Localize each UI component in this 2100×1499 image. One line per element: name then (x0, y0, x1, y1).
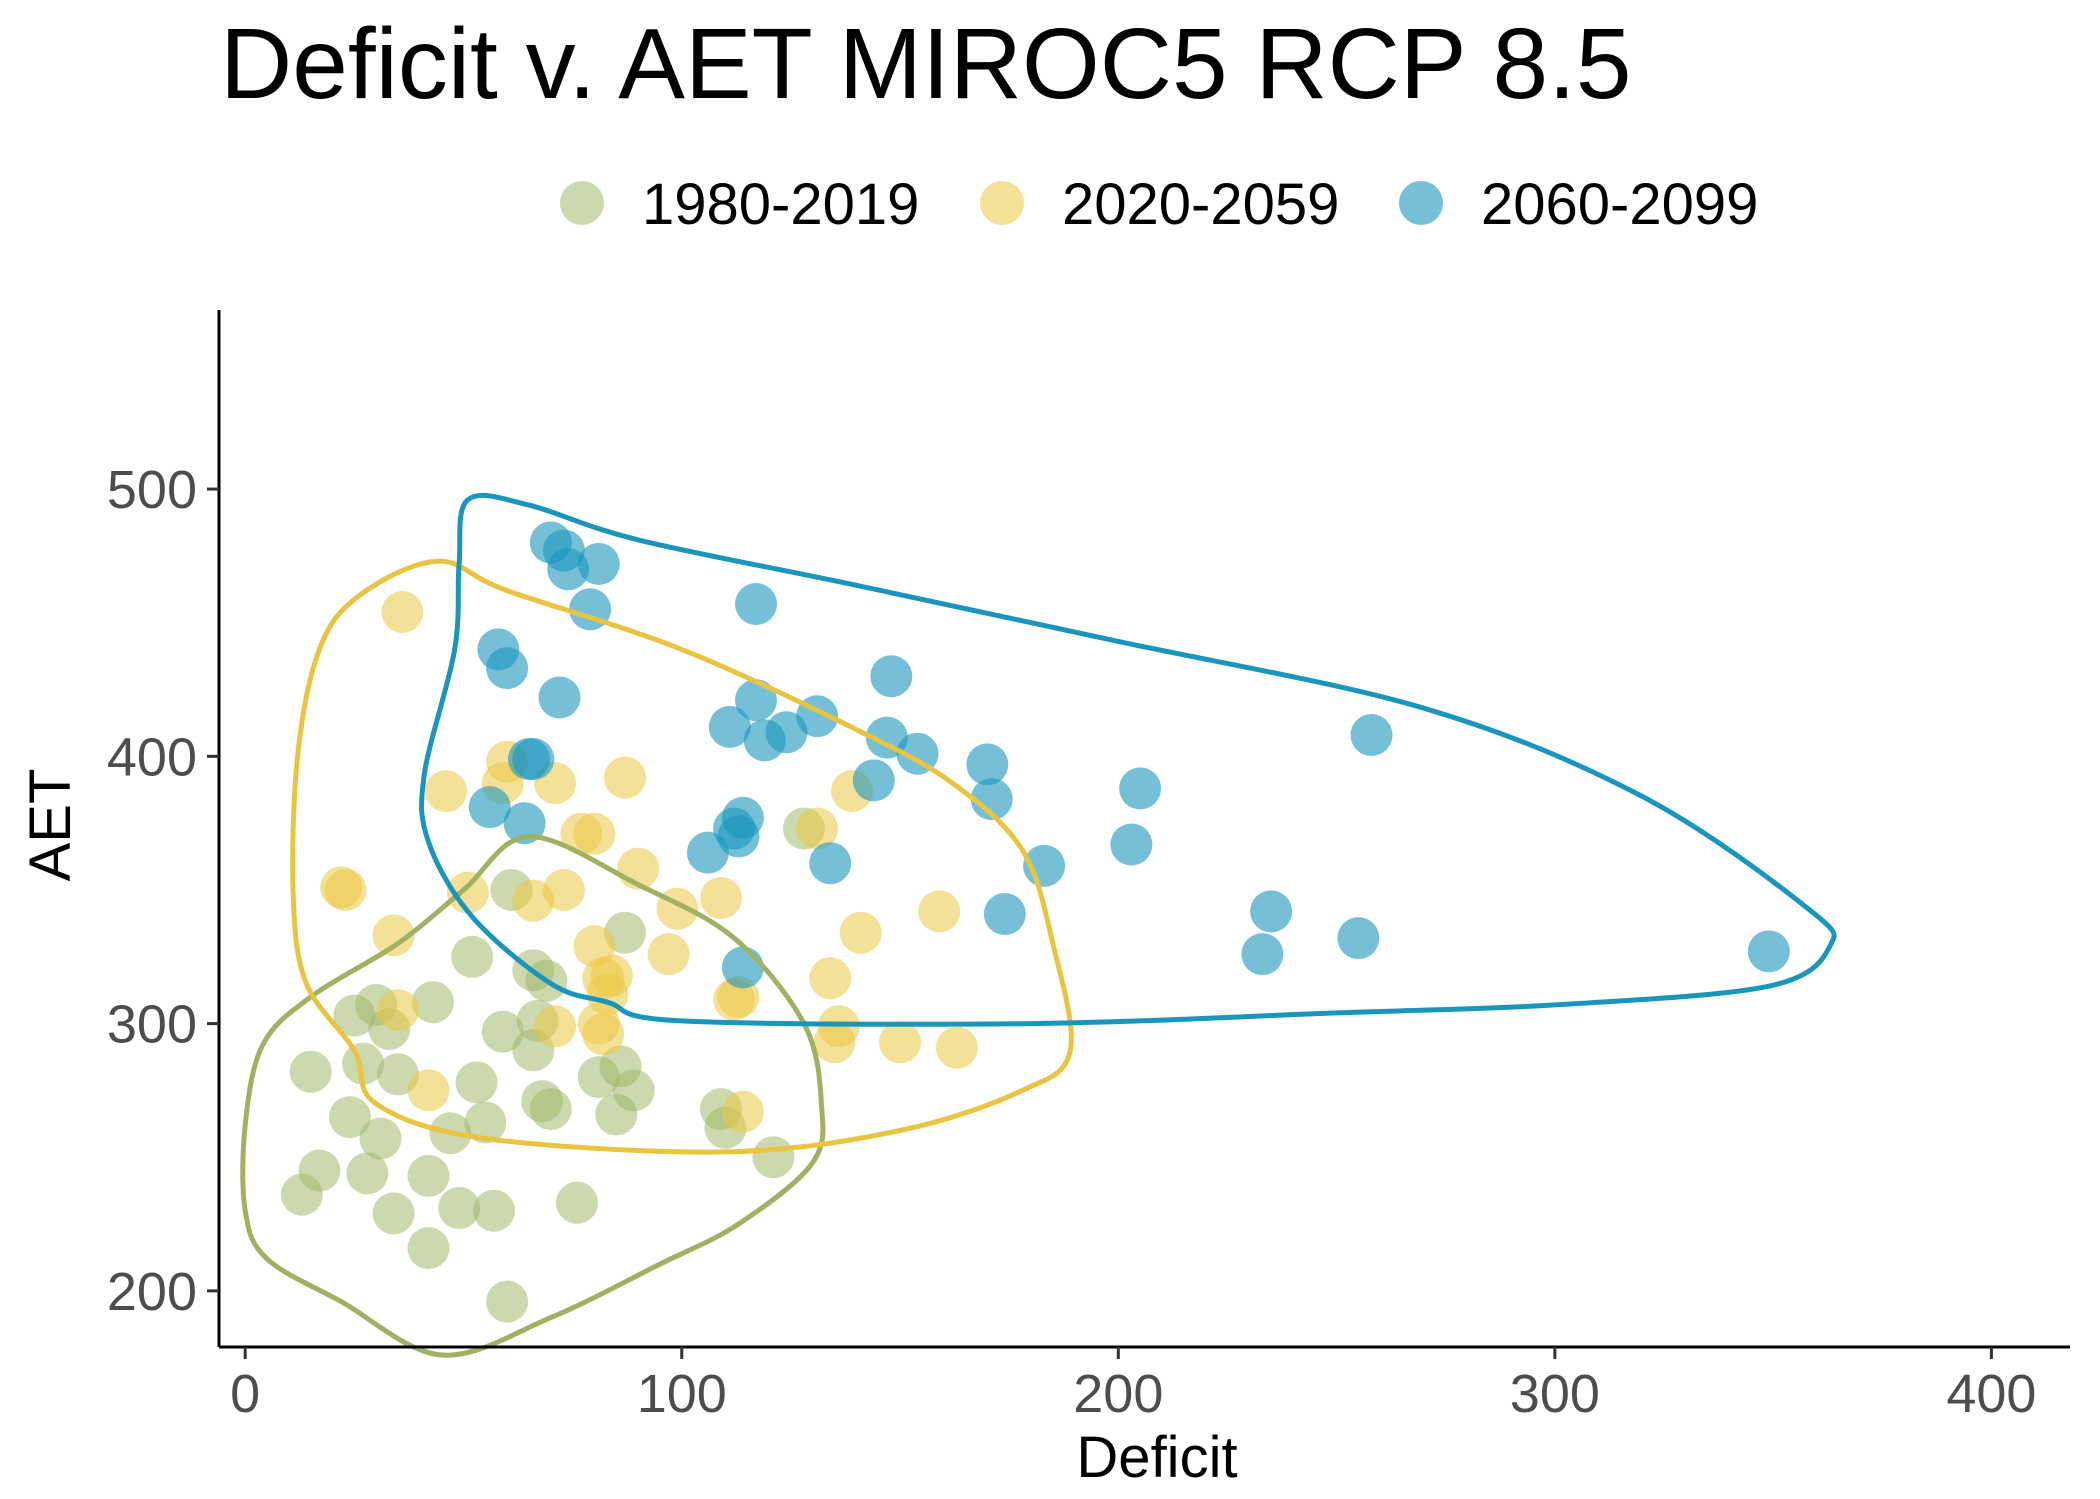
point-2020-2059 (647, 933, 690, 976)
point-2060-2099 (852, 759, 895, 802)
legend-label-2060-2099: 2060-2099 (1481, 172, 1758, 237)
point-1980-2019 (451, 935, 494, 978)
chart-title: Deficit v. AET MIROC5 RCP 8.5 (220, 8, 1632, 120)
point-2020-2059 (542, 869, 585, 911)
hull-2020-2059 (290, 558, 1074, 1155)
legend-item-2060-2099: 2060-2099 (1399, 172, 1758, 237)
point-2020-2059 (324, 869, 367, 911)
point-2060-2099 (468, 786, 511, 829)
point-1980-2019 (346, 1152, 389, 1195)
series-2060-2099 (468, 521, 1790, 989)
point-1980-2019 (529, 1088, 572, 1131)
y-tick-label: 400 (107, 727, 197, 787)
legend-item-1980-2019: 1980-2019 (560, 172, 919, 237)
legend-item-2020-2059: 2020-2059 (980, 172, 1339, 237)
point-1980-2019 (359, 1117, 402, 1160)
point-2020-2059 (407, 1069, 450, 1112)
point-1980-2019 (612, 1069, 655, 1112)
point-2020-2059 (839, 911, 882, 954)
hull-2060-2099 (419, 492, 1837, 1027)
point-2020-2059 (590, 954, 633, 997)
point-2060-2099 (1250, 890, 1293, 933)
legend-label-1980-2019: 1980-2019 (642, 172, 919, 237)
point-2020-2059 (582, 1013, 625, 1056)
point-2060-2099 (1337, 917, 1380, 960)
point-2020-2059 (446, 871, 489, 914)
point-1980-2019 (455, 1061, 498, 1104)
point-2020-2059 (879, 1021, 921, 1064)
point-2060-2099 (970, 778, 1013, 821)
point-1980-2019 (486, 1280, 529, 1323)
point-1980-2019 (289, 1050, 332, 1093)
legend-swatch-1980-2019 (560, 181, 604, 225)
point-2020-2059 (377, 989, 419, 1032)
y-tick-label: 200 (107, 1262, 197, 1322)
point-1980-2019 (752, 1136, 795, 1179)
x-tick-label: 300 (1510, 1364, 1600, 1424)
point-2060-2099 (1110, 823, 1153, 866)
point-2020-2059 (700, 877, 742, 919)
point-2060-2099 (1747, 930, 1790, 973)
point-2060-2099 (809, 842, 852, 885)
point-1980-2019 (372, 1192, 415, 1235)
plot-area (240, 492, 1837, 1358)
point-2060-2099 (1241, 933, 1284, 976)
series-2020-2059 (320, 591, 978, 1133)
point-1980-2019 (438, 1187, 481, 1229)
legend-label-2020-2059: 2020-2059 (1062, 172, 1339, 237)
point-2060-2099 (503, 802, 546, 845)
point-2020-2059 (425, 770, 467, 813)
x-tick-label: 400 (1946, 1364, 2036, 1424)
point-2020-2059 (604, 756, 646, 799)
axes: 0 100 200 300 400 200 300 400 500 (107, 310, 2070, 1424)
point-1980-2019 (407, 1227, 450, 1270)
point-1980-2019 (342, 1042, 385, 1085)
point-2060-2099 (486, 647, 529, 690)
legend: 1980-2019 2020-2059 2060-2099 (560, 172, 1758, 237)
point-2060-2099 (538, 676, 581, 719)
point-2060-2099 (708, 705, 751, 748)
point-2020-2059 (796, 807, 839, 850)
point-2060-2099 (735, 679, 777, 722)
y-tick-label: 300 (107, 995, 197, 1055)
x-tick-label: 0 (230, 1364, 260, 1424)
point-1980-2019 (481, 1010, 524, 1053)
point-1980-2019 (473, 1189, 515, 1232)
point-2020-2059 (935, 1026, 978, 1069)
point-2060-2099 (1119, 767, 1162, 810)
y-axis-title: AET (18, 769, 83, 882)
point-2020-2059 (721, 1090, 764, 1133)
point-2020-2059 (534, 1005, 577, 1048)
point-2020-2059 (381, 591, 424, 633)
point-1980-2019 (298, 1149, 341, 1192)
point-2060-2099 (721, 946, 764, 989)
point-2060-2099 (577, 542, 620, 585)
x-tick-label: 100 (637, 1364, 727, 1424)
x-tick-label: 200 (1073, 1364, 1163, 1424)
point-1980-2019 (407, 1154, 450, 1197)
point-2060-2099 (721, 796, 764, 839)
point-2060-2099 (983, 893, 1026, 935)
point-2020-2059 (372, 914, 415, 957)
legend-swatch-2020-2059 (980, 181, 1024, 225)
point-2060-2099 (735, 583, 777, 625)
point-2060-2099 (512, 738, 555, 780)
point-1980-2019 (556, 1181, 598, 1224)
point-2020-2059 (573, 812, 616, 855)
point-2060-2099 (966, 743, 1009, 786)
point-1980-2019 (411, 981, 454, 1024)
point-2060-2099 (1350, 714, 1393, 756)
x-axis-title: Deficit (1076, 1425, 1237, 1490)
legend-swatch-2060-2099 (1399, 181, 1443, 225)
point-1980-2019 (329, 1096, 371, 1139)
point-1980-2019 (464, 1101, 507, 1144)
point-2020-2059 (809, 957, 852, 1000)
y-tick-label: 500 (107, 460, 197, 520)
point-2020-2059 (918, 890, 961, 933)
point-2060-2099 (870, 655, 913, 698)
